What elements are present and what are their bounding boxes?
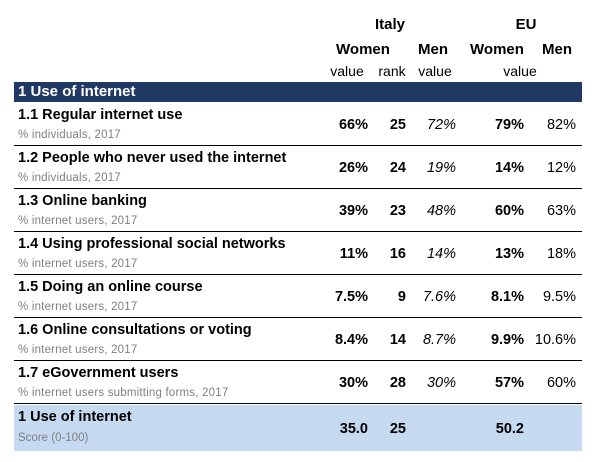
summary-row: 1 Use of internet Score (0-100) 35.0 25 … bbox=[14, 405, 582, 451]
indicator-title: 1.5 Doing an online course bbox=[18, 279, 203, 295]
table-row: 1.5 Doing an online course % internet us… bbox=[14, 275, 582, 318]
indicator-unit: % internet users, 2017 bbox=[18, 215, 138, 227]
italy-rank: 16 bbox=[389, 246, 406, 262]
eu-women-value: 8.1% bbox=[490, 289, 524, 305]
eu-women-value: 14% bbox=[494, 160, 524, 176]
indicator-unit: % internet users, 2017 bbox=[18, 301, 138, 313]
italy-rank: 25 bbox=[389, 117, 406, 133]
italy-rank: 9 bbox=[397, 289, 406, 305]
italy-men-value: 8.7% bbox=[422, 332, 456, 348]
italy-men-value: 14% bbox=[426, 246, 456, 262]
summary-title: 1 Use of internet bbox=[18, 409, 132, 425]
indicator-unit: % individuals, 2017 bbox=[18, 172, 121, 184]
italy-rank: 28 bbox=[389, 375, 406, 391]
italy-women-value: 30% bbox=[338, 375, 368, 391]
italy-rank: 23 bbox=[389, 203, 406, 219]
header-eu-value: value bbox=[503, 63, 537, 79]
italy-women-value: 26% bbox=[338, 160, 368, 176]
indicator-title: 1.7 eGovernment users bbox=[18, 365, 179, 381]
header-men-value: value bbox=[418, 63, 452, 79]
eu-women-value: 60% bbox=[494, 203, 524, 219]
eu-men-value: 12% bbox=[546, 160, 576, 176]
summary-unit: Score (0-100) bbox=[18, 432, 89, 444]
header-italy-women: Women bbox=[336, 41, 390, 58]
indicator-title: 1.1 Regular internet use bbox=[18, 107, 183, 123]
eu-men-value: 82% bbox=[546, 117, 576, 133]
italy-men-value: 72% bbox=[426, 117, 456, 133]
italy-women-value: 66% bbox=[338, 117, 368, 133]
indicator-title: 1.6 Online consultations or voting bbox=[18, 322, 252, 338]
section-title: 1 Use of internet bbox=[18, 83, 136, 100]
summary-eu-women-score: 50.2 bbox=[495, 421, 524, 437]
italy-women-value: 8.4% bbox=[334, 332, 368, 348]
indicator-title: 1.2 People who never used the internet bbox=[18, 150, 287, 166]
eu-men-value: 10.6% bbox=[534, 332, 576, 348]
table-row: 1.1 Regular internet use % individuals, … bbox=[14, 103, 582, 146]
indicator-unit: % internet users submitting forms, 2017 bbox=[18, 387, 229, 399]
table-row: 1.6 Online consultations or voting % int… bbox=[14, 318, 582, 361]
header-eu: EU bbox=[515, 16, 537, 33]
table-row: 1.4 Using professional social networks %… bbox=[14, 232, 582, 275]
summary-italy-rank: 25 bbox=[389, 421, 406, 437]
table-row: 1.3 Online banking % internet users, 201… bbox=[14, 189, 582, 232]
eu-men-value: 9.5% bbox=[542, 289, 576, 305]
italy-women-value: 39% bbox=[338, 203, 368, 219]
header-women-value: value bbox=[330, 63, 364, 79]
summary-italy-women-score: 35.0 bbox=[339, 421, 368, 437]
italy-men-value: 19% bbox=[426, 160, 456, 176]
eu-women-value: 9.9% bbox=[490, 332, 524, 348]
italy-rank: 24 bbox=[389, 160, 406, 176]
indicator-unit: % internet users, 2017 bbox=[18, 344, 138, 356]
indicator-unit: % individuals, 2017 bbox=[18, 129, 121, 141]
italy-rank: 14 bbox=[389, 332, 406, 348]
eu-men-value: 18% bbox=[546, 246, 576, 262]
indicator-title: 1.3 Online banking bbox=[18, 193, 147, 209]
section-header: 1 Use of internet bbox=[14, 82, 582, 102]
header-eu-men: Men bbox=[542, 41, 572, 58]
header-eu-women: Women bbox=[470, 41, 524, 58]
indicator-title: 1.4 Using professional social networks bbox=[18, 236, 286, 252]
italy-men-value: 7.6% bbox=[422, 289, 456, 305]
eu-women-value: 13% bbox=[494, 246, 524, 262]
table-row: 1.2 People who never used the internet %… bbox=[14, 146, 582, 189]
header-rank: rank bbox=[378, 63, 406, 79]
header-italy-men: Men bbox=[418, 41, 448, 58]
eu-women-value: 79% bbox=[494, 117, 524, 133]
eu-men-value: 60% bbox=[546, 375, 576, 391]
eu-women-value: 57% bbox=[494, 375, 524, 391]
eu-men-value: 63% bbox=[546, 203, 576, 219]
italy-women-value: 7.5% bbox=[334, 289, 368, 305]
indicator-unit: % internet users, 2017 bbox=[18, 258, 138, 270]
table-row: 1.7 eGovernment users % internet users s… bbox=[14, 361, 582, 404]
italy-men-value: 30% bbox=[426, 375, 456, 391]
header-italy: Italy bbox=[374, 16, 406, 33]
italy-women-value: 11% bbox=[339, 246, 368, 262]
italy-men-value: 48% bbox=[426, 203, 456, 219]
